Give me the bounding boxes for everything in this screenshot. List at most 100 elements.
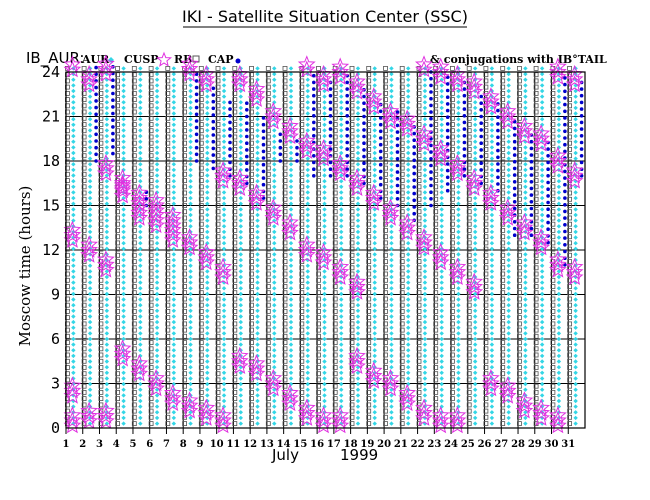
- rb-mark: [466, 321, 472, 327]
- aur-mark: [422, 117, 428, 122]
- rb-mark: [383, 91, 388, 96]
- rb-mark: [215, 365, 221, 370]
- rb-mark: [466, 227, 472, 233]
- rb-mark: [282, 72, 288, 78]
- aur-mark: [539, 88, 545, 94]
- y-tick-label: 15: [42, 197, 60, 215]
- aur-mark: [389, 257, 394, 263]
- aur-mark: [288, 71, 294, 77]
- cusp-mark: [96, 164, 115, 182]
- rb-mark: [131, 178, 137, 184]
- rb-mark: [449, 240, 455, 246]
- aur-mark: [472, 218, 478, 223]
- aur-mark: [472, 139, 478, 144]
- aur-mark: [71, 195, 76, 201]
- aur-mark: [272, 359, 277, 364]
- rb-mark: [399, 371, 405, 377]
- rb-mark: [98, 190, 104, 196]
- aur-mark: [305, 111, 310, 116]
- rb-mark: [517, 302, 522, 308]
- cap-mark: [211, 159, 216, 164]
- rb-mark: [449, 122, 455, 127]
- rb-mark: [98, 340, 104, 346]
- rb-mark: [115, 414, 120, 420]
- aur-mark: [389, 308, 394, 313]
- cusp-mark: [147, 205, 165, 223]
- aur-mark: [272, 150, 277, 156]
- aur-mark: [322, 184, 327, 189]
- rb-mark: [81, 284, 87, 289]
- aur-mark: [138, 71, 143, 77]
- rb-mark: [416, 377, 422, 383]
- rb-mark: [383, 408, 388, 414]
- rb-mark: [215, 302, 221, 308]
- aur-mark: [372, 122, 377, 127]
- rb-mark: [517, 165, 522, 171]
- rb-mark: [466, 72, 472, 78]
- rb-mark: [483, 321, 489, 327]
- rb-mark: [198, 203, 204, 208]
- rb-mark: [265, 78, 271, 84]
- aur-mark: [472, 291, 478, 297]
- aur-mark: [154, 263, 160, 268]
- rb-mark: [533, 184, 539, 190]
- rb-mark: [383, 66, 388, 71]
- x-tick-label: 24: [444, 439, 458, 450]
- aur-mark: [539, 291, 545, 297]
- cusp-mark: [431, 406, 450, 424]
- aur-mark: [322, 325, 327, 330]
- aur-mark: [221, 111, 227, 116]
- aur-mark: [389, 88, 394, 94]
- cap-mark: [512, 166, 517, 171]
- rb-mark: [131, 165, 137, 171]
- rb-mark: [533, 327, 539, 333]
- aur-mark: [272, 229, 277, 235]
- aur-mark: [389, 410, 394, 415]
- aur-mark: [171, 319, 177, 325]
- aur-mark: [339, 381, 344, 387]
- aur-mark: [255, 348, 260, 353]
- cusp-mark: [264, 198, 283, 216]
- chart-prefix: IB_AUR:: [26, 49, 84, 68]
- rb-mark: [466, 140, 472, 146]
- aur-mark: [355, 376, 361, 381]
- rb-mark: [517, 277, 522, 283]
- aur-mark: [372, 173, 377, 178]
- rb-mark: [399, 165, 405, 171]
- rb-mark: [366, 221, 372, 227]
- rb-mark: [249, 159, 254, 165]
- aur-mark: [272, 331, 277, 336]
- rb-mark: [500, 84, 506, 90]
- rb-mark: [366, 115, 372, 121]
- aur-mark: [322, 274, 327, 280]
- rb-mark: [232, 215, 238, 221]
- aur-mark: [439, 122, 444, 127]
- cap-mark: [479, 108, 484, 112]
- rb-mark: [316, 402, 321, 408]
- rb-mark: [567, 414, 572, 420]
- rb-mark: [332, 302, 338, 308]
- aur-mark: [188, 308, 193, 313]
- cap-mark: [194, 79, 199, 83]
- cap-mark: [479, 121, 484, 125]
- aur-mark: [188, 117, 193, 122]
- rb-mark: [366, 153, 372, 159]
- rb-mark: [81, 302, 87, 308]
- rb-mark: [533, 165, 539, 171]
- rb-mark: [148, 327, 154, 333]
- rb-mark: [416, 227, 422, 233]
- cap-mark: [462, 120, 467, 125]
- rb-mark: [182, 146, 188, 152]
- rb-mark: [148, 78, 154, 84]
- rb-mark: [466, 259, 472, 265]
- aur-mark: [456, 94, 461, 99]
- rb-mark: [517, 327, 522, 333]
- aur-mark: [255, 252, 260, 257]
- cusp-mark: [314, 253, 333, 271]
- rb-mark: [282, 184, 288, 190]
- rb-mark: [98, 203, 104, 208]
- cap-mark: [261, 156, 266, 160]
- cap-mark: [395, 137, 400, 141]
- aur-mark: [121, 212, 126, 218]
- cusp-mark: [147, 368, 165, 386]
